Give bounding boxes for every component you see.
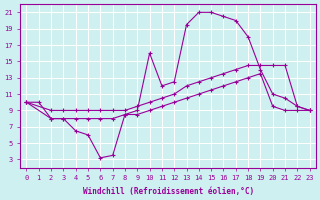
X-axis label: Windchill (Refroidissement éolien,°C): Windchill (Refroidissement éolien,°C): [83, 187, 254, 196]
